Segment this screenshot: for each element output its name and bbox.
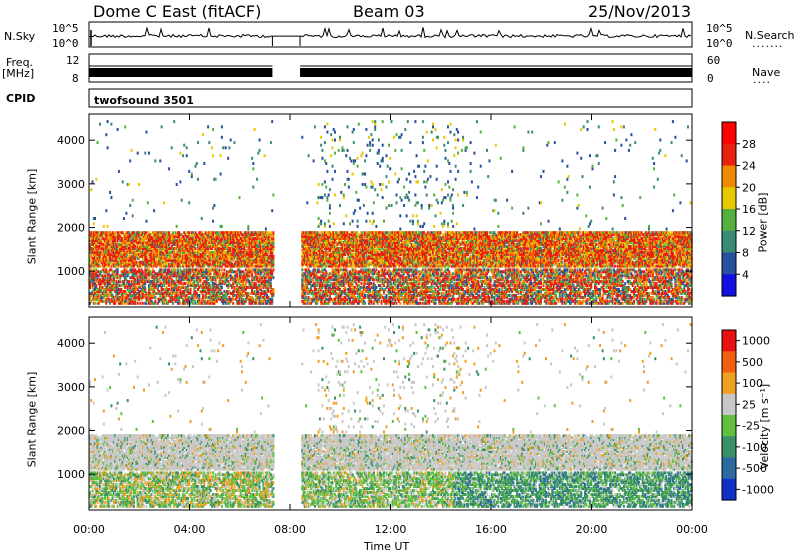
power-colorbar-label-5: 24 [742,160,756,173]
power-colorbar-segment-2 [722,166,736,188]
power-colorbar-label-2: 12 [742,225,756,238]
vel-colorbar-segment-2 [722,373,736,395]
vel-ytick-label-1: 2000 [57,425,85,438]
power-colorbar-label-1: 8 [742,247,749,260]
xaxis-tick-label-0: 00:00 [73,523,105,536]
vel-ytick-label-0: 1000 [57,468,85,481]
vel-colorbar-segment-5 [722,436,736,458]
cpid-panel [89,89,692,107]
power-colorbar-segment-3 [722,187,736,209]
vel-colorbar-label-6: -500 [742,462,767,475]
xaxis-tick-label-3: 12:00 [375,523,407,536]
xaxis-tick-label-1: 04:00 [174,523,206,536]
freq-band-2 [300,68,692,77]
vel-colorbar-label-5: -100 [742,441,767,454]
vel-colorbar-label-7: -1000 [742,483,774,496]
power-colorbar-segment-4 [722,209,736,231]
power-colorbar-label-6: 28 [742,138,756,151]
vel-colorbar-label-1: 500 [742,356,763,369]
freq-band-1 [89,68,272,77]
power-colorbar-segment-6 [722,253,736,275]
xaxis-tick-label-5: 20:00 [576,523,608,536]
vel-colorbar-label-0: 1000 [742,335,770,348]
vel-colorbar-segment-1 [722,351,736,373]
power-colorbar-segment-7 [722,274,736,296]
vel-colorbar-label-3: 25 [742,398,756,411]
summary-plot: 1000 2000 3000 4000 4 8 12 16 20 24 28 1000 2000 3000… [0,0,800,554]
vel-ytick-label-3: 4000 [57,337,85,350]
power-colorbar-segment-5 [722,231,736,253]
vel-colorbar-segment-6 [722,458,736,480]
nsky-trace [89,27,691,37]
power-heatmap-cells [89,120,693,305]
power-colorbar-label-0: 4 [742,268,749,281]
vel-colorbar-label-2: 100 [742,377,763,390]
vel-colorbar-segment-4 [722,415,736,437]
vel-colorbar-segment-7 [722,479,736,501]
xaxis-tick-label-6: 00:00 [676,523,708,536]
xaxis-tick-label-2: 08:00 [274,523,306,536]
vel-colorbar-label-4: -25 [742,420,760,433]
power-colorbar-segment-0 [722,122,736,144]
power-colorbar-label-4: 20 [742,181,756,194]
vel-colorbar-segment-3 [722,394,736,416]
vel-colorbar-segment-0 [722,330,736,352]
power-ytick-label-3: 4000 [57,134,85,147]
vel-ytick-label-2: 3000 [57,381,85,394]
power-ytick-label-2: 3000 [57,178,85,191]
power-ytick-label-1: 2000 [57,222,85,235]
xaxis-tick-label-4: 16:00 [475,523,507,536]
power-colorbar-segment-1 [722,144,736,166]
vel-heatmap-cells [89,323,693,508]
power-ytick-label-0: 1000 [57,265,85,278]
power-colorbar-label-3: 16 [742,203,756,216]
